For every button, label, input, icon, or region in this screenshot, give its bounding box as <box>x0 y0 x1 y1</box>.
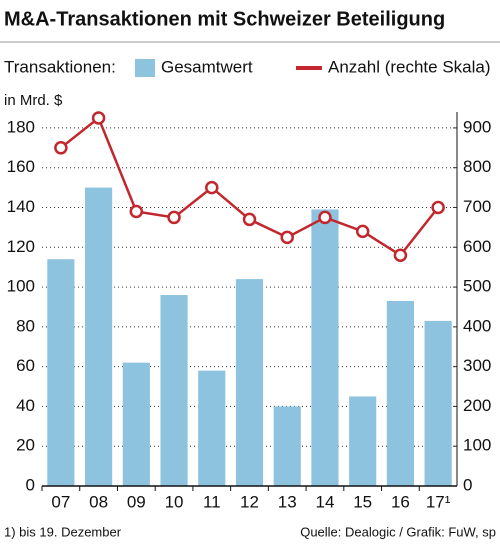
x-tick-label: 15 <box>353 492 372 511</box>
bar <box>349 396 377 486</box>
line-marker <box>280 230 294 245</box>
y-tick-label: 20 <box>16 436 35 455</box>
chart-title: M&A-Transaktionen mit Schweizer Beteilig… <box>4 8 445 30</box>
y-tick-label: 140 <box>7 197 35 216</box>
bar <box>235 279 264 486</box>
y-tick-label: 100 <box>7 277 35 296</box>
line-marker <box>393 248 408 262</box>
x-tick-label: 16 <box>391 492 410 511</box>
y-tick-label: 120 <box>7 237 35 256</box>
footnote: 1) bis 19. Dezember <box>4 524 122 539</box>
x-tick-label: 12 <box>240 492 259 511</box>
line-marker <box>355 224 370 239</box>
bar <box>47 259 75 486</box>
x-tick-label: 07 <box>51 492 70 511</box>
x-tick-label: 08 <box>89 492 108 511</box>
y-tick-label: 60 <box>16 356 35 375</box>
legend-title: Transaktionen: <box>4 57 116 76</box>
y-tick-label: 40 <box>16 396 35 415</box>
line-marker <box>129 204 144 219</box>
legend-swatch <box>135 59 155 77</box>
y2-tick-label: 200 <box>463 396 491 415</box>
y-tick-label: 180 <box>7 117 35 136</box>
x-tick-label: 09 <box>127 492 146 511</box>
legend-label: Gesamtwert <box>161 57 253 76</box>
y2-tick-label: 800 <box>463 157 491 176</box>
bar <box>85 187 113 486</box>
x-tick-label: 13 <box>278 492 297 511</box>
bar <box>424 320 452 486</box>
source: Quelle: Dealogic / Grafik: FuW, sp <box>300 524 496 539</box>
line-marker <box>205 180 219 195</box>
bar <box>311 209 339 486</box>
y2-tick-label: 500 <box>463 277 491 296</box>
y-tick-label: 80 <box>16 316 35 335</box>
y2-tick-label: 100 <box>463 436 491 455</box>
y2-tick-label: 300 <box>463 356 491 375</box>
legend-label: Anzahl (rechte Skala) <box>328 57 491 76</box>
line-marker <box>167 210 181 225</box>
y2-tick-label: 0 <box>463 475 472 494</box>
bar <box>160 295 188 486</box>
bar <box>386 300 414 486</box>
y2-tick-label: 400 <box>463 316 491 335</box>
line-marker <box>54 141 68 155</box>
y2-tick-label: 700 <box>463 197 491 216</box>
line <box>60 115 440 257</box>
line-marker <box>318 210 332 225</box>
bar <box>198 370 226 486</box>
line-marker <box>91 111 106 125</box>
x-tick-label: 11 <box>203 492 221 511</box>
line-marker <box>431 200 445 215</box>
y-axis-label: in Mrd. $ <box>4 92 63 109</box>
bar <box>273 406 301 486</box>
line-marker <box>242 212 257 227</box>
y-tick-label: 0 <box>26 475 35 494</box>
x-tick-label: 10 <box>165 492 184 511</box>
x-tick-label: 14 <box>315 492 334 511</box>
bar <box>122 362 150 486</box>
x-tick-label: 17¹ <box>426 492 451 511</box>
y-tick-label: 160 <box>7 157 35 176</box>
y2-tick-label: 900 <box>463 117 491 136</box>
y2-tick-label: 600 <box>463 237 491 256</box>
